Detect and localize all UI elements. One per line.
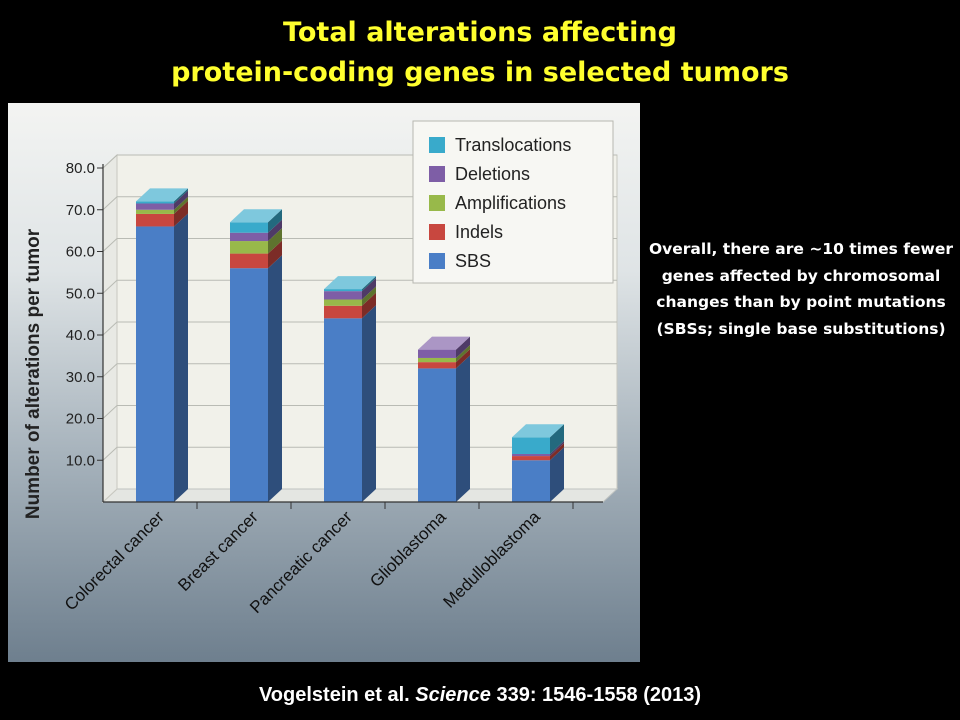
x-tick-label: Glioblastoma [366,507,450,591]
x-tick-label: Colorectal cancer [61,507,168,614]
bar-segment-front [512,460,550,502]
gridline [102,321,617,336]
bar-segment-front [418,357,456,363]
citation-authors: Vogelstein et al. [258,684,410,706]
bar-segment-side [362,276,376,292]
legend-swatch [429,195,445,211]
bar-segment-side [268,219,282,242]
legend-label: Indels [455,222,503,242]
legend-swatch [429,224,445,240]
bar-segment-side [268,228,282,254]
bar-segment-side [174,190,188,210]
y-tick-label: 20.0 [66,411,95,428]
bar-segment-front [512,453,550,457]
stacked-bar-chart: 10.0 20.0 30.0 40.0 50.0 60.0 70.0 80.0 Colorect… [23,120,619,617]
bar-segment-side [362,286,376,306]
bar-segment-side [174,196,188,214]
bar-segment-front [512,456,550,461]
bar-segment-front [324,299,362,306]
y-tick-label: 70.0 [66,202,95,219]
bar-segment-front [230,241,268,254]
bar-segment-front [136,226,174,502]
bar-segment-side [268,240,282,269]
y-tick-label: 40.0 [66,327,95,344]
legend-label: Amplifications [455,193,566,213]
bar-segment-front [136,203,174,210]
bar-segment-side [550,443,564,461]
bar-segment-front [230,268,268,502]
y-tick-label: 60.0 [66,244,95,261]
legend-label: SBS [455,251,491,271]
slide-title-line-1: Total alterations affecting [283,17,677,48]
bar-segment-front [512,437,550,454]
bar-top [136,188,188,202]
bar-segment-side [268,209,282,233]
citation: Vogelstein et al. Science 339: 1546-1558… [0,684,960,707]
y-axis-label: Number of alterations per tumor [23,228,44,519]
y-tick-label: 30.0 [66,369,95,386]
legend-swatch [429,137,445,153]
legend-swatch [429,253,445,269]
bar-segment-side [174,200,188,227]
bar-segment-front [136,209,174,214]
chart-legend: Translocations Deletions Amplifications Ind… [412,120,614,284]
bar-segment-front [324,318,362,502]
bar-segment-front [418,368,456,502]
bar-segment-side [268,255,282,502]
bar-top [324,276,376,290]
bar-segment-side [362,278,376,300]
bar-segment-side [456,344,470,363]
bar-segment-side [362,305,376,502]
bar-segment-side [174,188,188,204]
bar-segment-front [324,289,362,292]
y-tick-label: 10.0 [66,452,95,469]
y-tick-label: 80.0 [66,160,95,177]
bar-segment-front [324,305,362,319]
bar-segment-side [456,349,470,369]
bar-segment-front [230,222,268,233]
bar-segment-side [456,355,470,502]
bar-segment-front [136,213,174,227]
bar-segment-front [418,362,456,369]
bar-segment-side [362,292,376,319]
chart-bars [136,188,564,502]
x-tick-label: Pancreatic cancer [246,507,356,617]
legend-swatch [429,166,445,182]
bar-segment-front [324,291,362,300]
bar-segment-side [174,213,188,502]
legend-label: Translocations [455,135,571,155]
bar-segment-front [136,201,174,204]
bar-top [512,424,564,438]
chart-panel: 10.0 20.0 30.0 40.0 50.0 60.0 70.0 80.0 Colorect… [8,103,640,662]
slide-title-line-2: protein-coding genes in selected tumors [171,57,789,88]
x-tick-label: Breast cancer [174,507,262,595]
bar-segment-front [418,349,456,358]
bar-segment-side [550,440,564,457]
bar-segment-front [230,253,268,269]
x-tick-label: Medulloblastoma [440,507,545,612]
note-text: Overall, there are ~10 times fewer genes… [648,240,954,338]
legend-box [412,120,614,284]
bar-segment-side [550,424,564,454]
bar-top [418,336,470,350]
bar-segment-front [230,232,268,242]
bar-segment-side [550,447,564,502]
legend-label: Deletions [455,164,530,184]
y-tick-label: 50.0 [66,285,95,302]
citation-details: 339: 1546-1558 (2013) [496,684,702,706]
bar-top [230,209,282,223]
bar-segment-side [456,336,470,358]
citation-journal: Science [415,684,491,706]
